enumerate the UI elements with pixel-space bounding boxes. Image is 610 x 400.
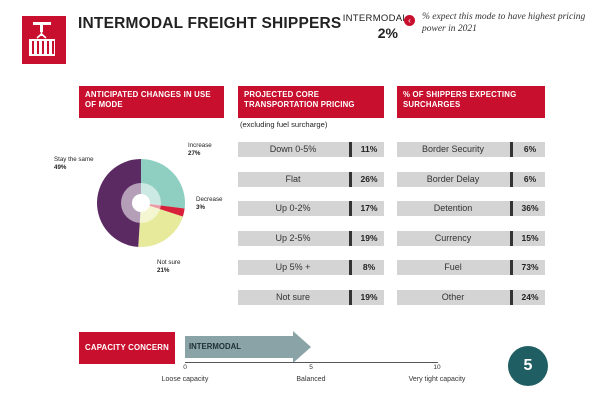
surcharge-bar-divider — [510, 142, 513, 157]
pricing-bar-divider — [349, 230, 352, 246]
surcharge-bar-value: 15% — [521, 232, 539, 243]
pricing-bar-value: 19% — [360, 291, 378, 302]
surcharge-bar-divider — [510, 289, 513, 305]
surcharge-bar-value: 6% — [523, 144, 537, 154]
pricing-bar-label: Flat — [285, 173, 301, 184]
capacity-tick-label: 0 — [183, 364, 187, 371]
section-head-surcharges: % OF SHIPPERS EXPECTING SURCHARGES — [397, 86, 545, 118]
surcharge-bar-row: Detention 36% — [397, 201, 545, 216]
pricing-bar-divider — [349, 260, 352, 275]
surcharge-bar-row: Other 24% — [397, 289, 545, 305]
capacity-axis-label: Loose capacity — [161, 376, 209, 383]
pie-center — [132, 194, 150, 212]
section-head-pricing: PROJECTED CORE TRANSPORTATION PRICING — [238, 86, 384, 118]
pie-label-increase: Increase 27% — [188, 142, 212, 157]
capacity-arrow — [185, 331, 311, 363]
mode-label: INTERMODAL — [342, 13, 408, 24]
capacity-axis-label: Balanced — [296, 376, 326, 383]
pricing-bar-row: Up 5% + 8% — [238, 260, 384, 275]
surcharge-bar-divider — [510, 201, 513, 216]
pie-label-decrease: Decrease 3% — [196, 196, 223, 211]
surcharge-bar-divider — [510, 260, 513, 275]
pricing-bar-label: Up 0-2% — [275, 203, 311, 213]
surcharge-bar-label: Fuel — [444, 262, 462, 272]
crane-container-icon — [29, 22, 55, 56]
pricing-bar-row: Not sure 19% — [238, 289, 384, 305]
pricing-bar-row: Down 0-5% 11% — [238, 142, 384, 157]
pricing-bar-divider — [349, 142, 352, 157]
surcharge-bar-label: Currency — [434, 232, 472, 243]
surcharge-bar-label: Border Delay — [426, 173, 480, 184]
chevron-left-icon: ‹ — [404, 15, 415, 26]
capacity-series-label: INTERMODAL — [189, 342, 241, 351]
pricing-bar-value: 11% — [360, 144, 378, 154]
header-logo — [22, 16, 66, 64]
surcharge-bar-label: Detention — [433, 203, 473, 213]
surcharge-bar-row: Fuel 73% — [397, 260, 545, 275]
surcharge-bar-divider — [510, 230, 513, 246]
capacity-concern-head: CAPACITY CONCERN — [79, 332, 175, 364]
pricing-bar-row: Flat 26% — [238, 171, 384, 187]
pie-slice-stay-the-same — [96, 159, 141, 247]
pricing-bar-value: 8% — [362, 262, 376, 272]
changes-pie-chart — [96, 159, 185, 247]
capacity-arrow-shape — [185, 331, 311, 363]
surcharge-bar-value: 24% — [521, 291, 539, 302]
pricing-note: (excluding fuel surcharge) — [240, 120, 328, 129]
pricing-bar-divider — [349, 289, 352, 305]
capacity-axis-label: Very tight capacity — [408, 376, 466, 383]
pricing-bar-divider — [349, 201, 352, 216]
pricing-bar-label: Down 0-5% — [269, 144, 317, 154]
pricing-bar-value: 17% — [360, 203, 378, 213]
pie-label-stay-same: Stay the same 49% — [54, 156, 94, 171]
section-head-changes: ANTICIPATED CHANGES IN USE OF MODE — [79, 86, 224, 118]
capacity-tick-label: 5 — [309, 364, 313, 371]
page-number: 5 — [508, 346, 548, 386]
surcharge-bar-row: Border Security 6% — [397, 142, 545, 157]
surcharge-bar-value: 6% — [523, 173, 537, 184]
pricing-bar-value: 26% — [360, 173, 378, 184]
pricing-bar-row: Up 0-2% 17% — [238, 201, 384, 216]
surcharge-bar-row: Border Delay 6% — [397, 171, 545, 187]
surcharge-bar-value: 73% — [521, 262, 539, 272]
pricing-bar-label: Up 5% + — [275, 262, 311, 272]
surcharge-bar-row: Currency 15% — [397, 230, 545, 246]
pricing-bar-label: Not sure — [275, 291, 310, 302]
surcharge-bar-label: Other — [441, 291, 465, 302]
capacity-tick-label: 10 — [433, 364, 441, 371]
pricing-bar-divider — [349, 171, 352, 187]
surcharge-bar-divider — [510, 171, 513, 187]
header-note: % expect this mode to have highest prici… — [422, 12, 586, 34]
pricing-bar-label: Up 2-5% — [275, 232, 311, 243]
surcharge-bar-label: Border Security — [421, 144, 485, 154]
capacity-axis-line — [185, 362, 438, 363]
pricing-bar-row: Up 2-5% 19% — [238, 230, 384, 246]
surcharge-bar-value: 36% — [521, 203, 539, 213]
pricing-bar-value: 19% — [360, 232, 378, 243]
mode-percentage: 2% — [377, 25, 398, 41]
page-title: INTERMODAL FREIGHT SHIPPERS — [78, 15, 342, 32]
pie-label-not-sure: Not sure 21% — [157, 259, 181, 274]
